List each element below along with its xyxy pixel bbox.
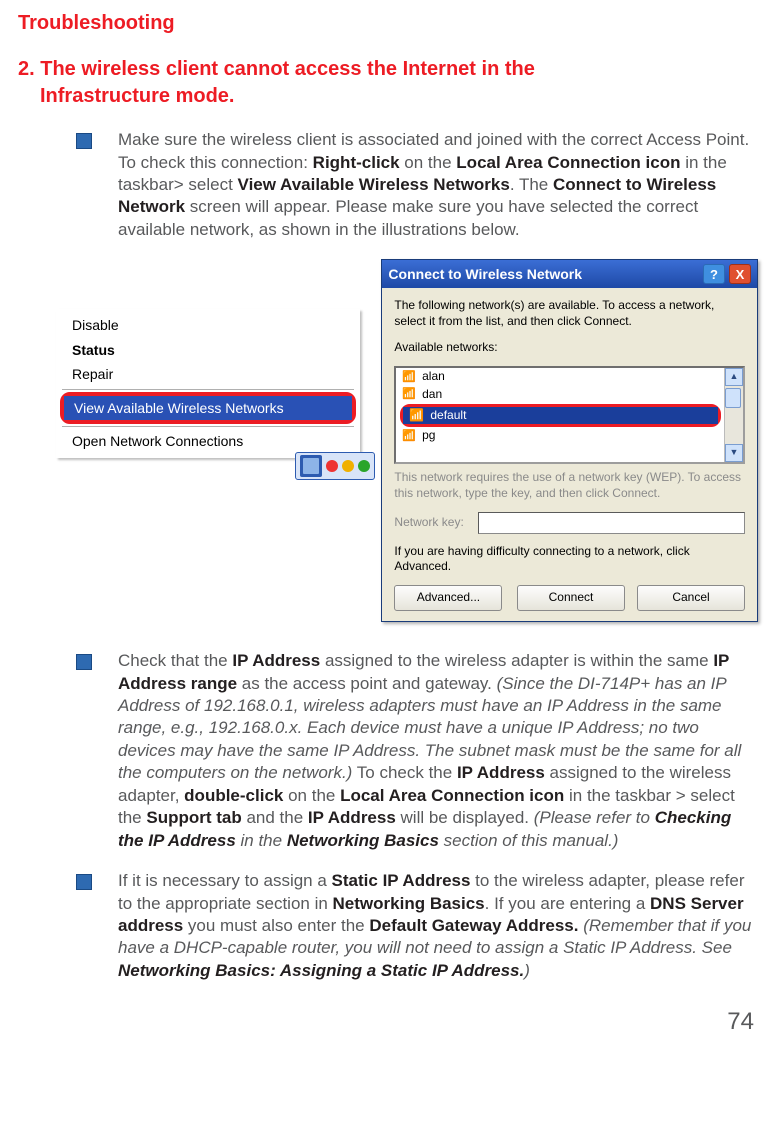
close-button[interactable]: X <box>729 264 751 284</box>
cancel-button[interactable]: Cancel <box>637 585 745 611</box>
help-button[interactable]: ? <box>703 264 725 284</box>
wep-note-text: This network requires the use of a netwo… <box>394 470 745 502</box>
bullet-item: If it is necessary to assign a Static IP… <box>18 870 758 982</box>
connect-button[interactable]: Connect <box>517 585 625 611</box>
network-item[interactable]: 📶 dan <box>396 386 725 404</box>
context-menu: Disable Status Repair View Available Wir… <box>56 309 360 457</box>
subtitle-line2: Infrastructure mode. <box>18 83 758 109</box>
ctx-item-disable[interactable]: Disable <box>58 313 358 337</box>
network-tray-icon[interactable] <box>300 455 322 477</box>
page-title: Troubleshooting <box>18 10 758 36</box>
text-run: . If you are entering a <box>485 894 650 913</box>
network-item[interactable]: 📶 alan <box>396 368 725 386</box>
network-listbox[interactable]: 📶 alan 📶 dan 📶 default 📶 pg ▲ ▼ <box>394 366 745 464</box>
advanced-note-text: If you are having difficulty connecting … <box>394 544 745 576</box>
text-run: If it is necessary to assign a <box>118 871 332 890</box>
text-run: assigned to the wireless adapter is with… <box>320 651 713 670</box>
text-bold: IP Address <box>232 651 320 670</box>
text-bold: Local Area Connection icon <box>456 153 680 172</box>
scroll-down-icon[interactable]: ▼ <box>725 444 743 462</box>
ctx-item-repair[interactable]: Repair <box>58 362 358 386</box>
network-item[interactable]: 📶 pg <box>396 427 725 445</box>
text-run: To check the <box>352 763 457 782</box>
context-menu-figure: Disable Status Repair View Available Wir… <box>56 309 371 457</box>
bullet-text: If it is necessary to assign a Static IP… <box>118 870 758 982</box>
dialog-titlebar: Connect to Wireless Network ? X <box>382 260 757 288</box>
text-run: screen will appear. Please make sure you… <box>118 197 698 238</box>
network-item-selected[interactable]: 📶 default <box>403 407 718 425</box>
text-bold: Static IP Address <box>332 871 471 890</box>
bullet-text: Check that the IP Address assigned to th… <box>118 650 758 852</box>
text-run: and the <box>242 808 308 827</box>
separator <box>62 426 354 427</box>
system-tray <box>295 452 375 480</box>
text-bold-italic: Networking Basics <box>287 831 439 850</box>
bullet-item: Check that the IP Address assigned to th… <box>18 650 758 852</box>
scroll-up-icon[interactable]: ▲ <box>725 368 743 386</box>
text-run: Check that the <box>118 651 232 670</box>
text-bold-italic: Networking Basics: Assigning a Static IP… <box>118 961 524 980</box>
text-run: . The <box>510 175 553 194</box>
ctx-item-status[interactable]: Status <box>58 338 358 362</box>
scrollbar[interactable]: ▲ ▼ <box>724 368 743 462</box>
network-key-input[interactable] <box>478 512 745 534</box>
tray-dot-icon <box>326 460 338 472</box>
text-bold: Local Area Connection icon <box>340 786 564 805</box>
separator <box>62 389 354 390</box>
text-bold: View Available Wireless Networks <box>238 175 510 194</box>
text-bold: Networking Basics <box>333 894 485 913</box>
text-bold: double-click <box>184 786 283 805</box>
text-italic: (Please refer to <box>534 808 655 827</box>
text-run: on the <box>283 786 340 805</box>
text-run: on the <box>400 153 457 172</box>
text-run: as the access point and gateway. <box>237 674 497 693</box>
available-networks-label: Available networks: <box>394 340 745 356</box>
dialog-title: Connect to Wireless Network <box>388 265 582 283</box>
ctx-item-open-connections[interactable]: Open Network Connections <box>58 429 358 453</box>
text-italic: ) <box>524 961 530 980</box>
bullet-square-icon <box>76 654 92 670</box>
dialog-body: The following network(s) are available. … <box>382 288 757 621</box>
bullet-item: Make sure the wireless client is associa… <box>18 129 758 241</box>
tray-dot-icon <box>342 460 354 472</box>
bullet-square-icon <box>76 133 92 149</box>
text-italic: in the <box>236 831 287 850</box>
network-name: dan <box>422 387 442 403</box>
highlight-ring: View Available Wireless Networks <box>60 392 356 424</box>
text-bold: IP Address <box>308 808 396 827</box>
network-name: alan <box>422 369 445 385</box>
text-bold: Right-click <box>313 153 400 172</box>
subtitle-line1: 2. The wireless client cannot access the… <box>18 58 535 80</box>
network-key-label: Network key: <box>394 515 463 531</box>
text-run: will be displayed. <box>396 808 534 827</box>
network-name: pg <box>422 428 435 444</box>
figure-row: Disable Status Repair View Available Wir… <box>56 259 758 622</box>
text-bold: Default Gateway Address. <box>369 916 578 935</box>
page-number: 74 <box>18 1006 758 1038</box>
network-name: default <box>430 408 466 424</box>
section-subtitle: 2. The wireless client cannot access the… <box>18 56 758 109</box>
antenna-icon: 📶 <box>402 429 416 444</box>
ctx-item-view-networks[interactable]: View Available Wireless Networks <box>64 396 352 420</box>
scroll-thumb[interactable] <box>725 388 741 408</box>
highlight-ring: 📶 default <box>400 404 721 428</box>
dialog-intro-text: The following network(s) are available. … <box>394 298 745 330</box>
antenna-icon: 📶 <box>402 370 416 385</box>
connect-dialog: Connect to Wireless Network ? X The foll… <box>381 259 758 622</box>
bullet-text: Make sure the wireless client is associa… <box>118 129 758 241</box>
antenna-icon: 📶 <box>402 387 416 402</box>
bullet-square-icon <box>76 874 92 890</box>
antenna-icon: 📶 <box>409 408 424 424</box>
text-italic: section of this manual.) <box>439 831 619 850</box>
tray-dot-icon <box>358 460 370 472</box>
advanced-button[interactable]: Advanced... <box>394 585 502 611</box>
text-bold: Support tab <box>146 808 241 827</box>
text-bold: IP Address <box>457 763 545 782</box>
text-run: you must also enter the <box>183 916 369 935</box>
